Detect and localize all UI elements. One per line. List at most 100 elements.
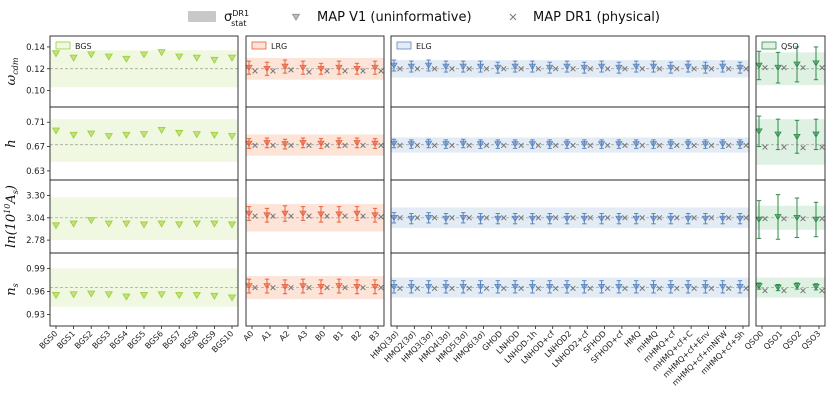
v1-marker — [122, 220, 131, 228]
dr1-marker — [360, 284, 366, 291]
dr1-marker — [535, 66, 542, 72]
v1-marker — [175, 221, 184, 229]
panel-ELG-omega_cdm: ELG — [390, 35, 750, 108]
dr1-marker-b — [414, 215, 421, 221]
y-tick-label: 0.96 — [26, 287, 45, 297]
dr1-marker — [324, 68, 330, 74]
v1-marker — [494, 141, 502, 148]
v1-marker — [139, 221, 149, 229]
dr1-marker-b — [570, 66, 576, 72]
dr1-marker-b — [639, 66, 645, 72]
dr1-marker — [639, 66, 645, 72]
dr1-marker-b — [552, 142, 559, 149]
dr1-marker-b — [674, 215, 680, 221]
dr1-marker-b — [324, 284, 330, 291]
dr1-marker-b — [378, 284, 384, 291]
dr1-marker-b — [397, 66, 403, 72]
dr1-marker — [306, 69, 312, 75]
dr1-marker — [725, 285, 732, 292]
v1-marker — [227, 54, 237, 62]
dr1-marker — [270, 68, 276, 74]
v1-marker — [597, 141, 606, 148]
v1-marker — [245, 140, 253, 147]
dr1-marker-b — [781, 144, 787, 150]
v1-marker — [736, 215, 744, 223]
panel-QSO-h — [755, 106, 826, 181]
v1-marker — [774, 284, 782, 292]
dr1-marker-b — [483, 285, 490, 292]
v1-marker — [812, 131, 820, 138]
stat-band — [246, 57, 384, 80]
panel-QSO-omega_cdm: QSO — [755, 35, 826, 108]
panel-tag-label: LRG — [271, 42, 287, 51]
dr1-marker — [674, 215, 680, 221]
x-tick-label: BGS4 — [108, 329, 130, 351]
v1-marker — [459, 140, 467, 147]
dr1-marker-b — [622, 285, 628, 292]
dr1-marker — [639, 142, 645, 149]
v1-marker — [580, 64, 588, 72]
dr1-marker — [431, 142, 438, 149]
dr1-marker-b — [449, 66, 455, 72]
y-tick-label: 2.78 — [26, 236, 45, 246]
y-label-sup: 10 — [3, 204, 12, 214]
v1-marker — [719, 141, 727, 148]
dr1-marker-b — [656, 215, 663, 221]
v1-marker — [87, 130, 96, 138]
panel-BGS-ln10As: 3.30 3.04 2.78 ln(1010As) — [3, 179, 239, 254]
dr1-marker-b — [819, 287, 825, 294]
dr1-marker-b — [708, 285, 715, 292]
dr1-marker-b — [270, 213, 276, 219]
dr1-marker — [535, 215, 542, 221]
x-tick-label: B1 — [332, 329, 346, 343]
legend-dr1-label: MAP DR1 (physical) — [533, 10, 660, 25]
v1-marker — [719, 215, 727, 223]
v1-marker — [793, 283, 801, 290]
v1-marker — [281, 284, 289, 291]
v1-marker — [774, 131, 782, 138]
y-tick-label: 0.99 — [26, 264, 45, 274]
dr1-marker — [501, 215, 507, 221]
dr1-marker — [306, 284, 312, 291]
dr1-marker-b — [501, 285, 507, 292]
dr1-marker — [270, 284, 276, 291]
v1-marker — [511, 141, 519, 148]
v1-marker — [317, 140, 325, 147]
v1-marker — [335, 211, 343, 218]
dr1-marker-b — [431, 66, 438, 72]
dr1-marker-b — [270, 68, 276, 74]
dr1-marker — [397, 66, 403, 72]
y-label-sub: s — [11, 190, 20, 194]
y-tick-label: 0.63 — [26, 167, 45, 177]
v1-marker — [390, 214, 398, 222]
dr1-marker-b — [466, 142, 472, 149]
v1-marker — [615, 284, 623, 291]
dr1-marker — [622, 142, 628, 149]
v1-marker — [476, 215, 485, 223]
y-tick-label: 0.93 — [26, 310, 45, 320]
v1-marker — [812, 216, 820, 223]
dr1-marker — [552, 215, 559, 221]
dr1-marker — [342, 213, 348, 219]
dr1-marker — [781, 287, 787, 294]
dr1-marker — [288, 67, 294, 73]
dr1-marker-b — [587, 215, 594, 221]
dr1-marker — [342, 284, 348, 291]
dr1-marker — [466, 142, 472, 149]
v1-marker — [175, 130, 184, 138]
dr1-marker-b — [306, 284, 312, 291]
v1-marker — [407, 63, 415, 71]
panel-ELG-h — [390, 106, 750, 181]
v1-marker — [335, 283, 343, 290]
v1-marker — [442, 63, 450, 71]
dr1-marker-b — [725, 285, 732, 292]
v1-marker — [793, 61, 801, 68]
v1-marker — [407, 141, 415, 148]
dr1-marker-b — [656, 66, 663, 72]
dr1-marker-b — [800, 215, 806, 222]
dr1-marker — [708, 66, 715, 72]
v1-marker — [755, 128, 763, 135]
v1-marker — [157, 220, 166, 228]
dr1-marker — [552, 142, 559, 149]
dr1-marker-b — [781, 64, 787, 71]
